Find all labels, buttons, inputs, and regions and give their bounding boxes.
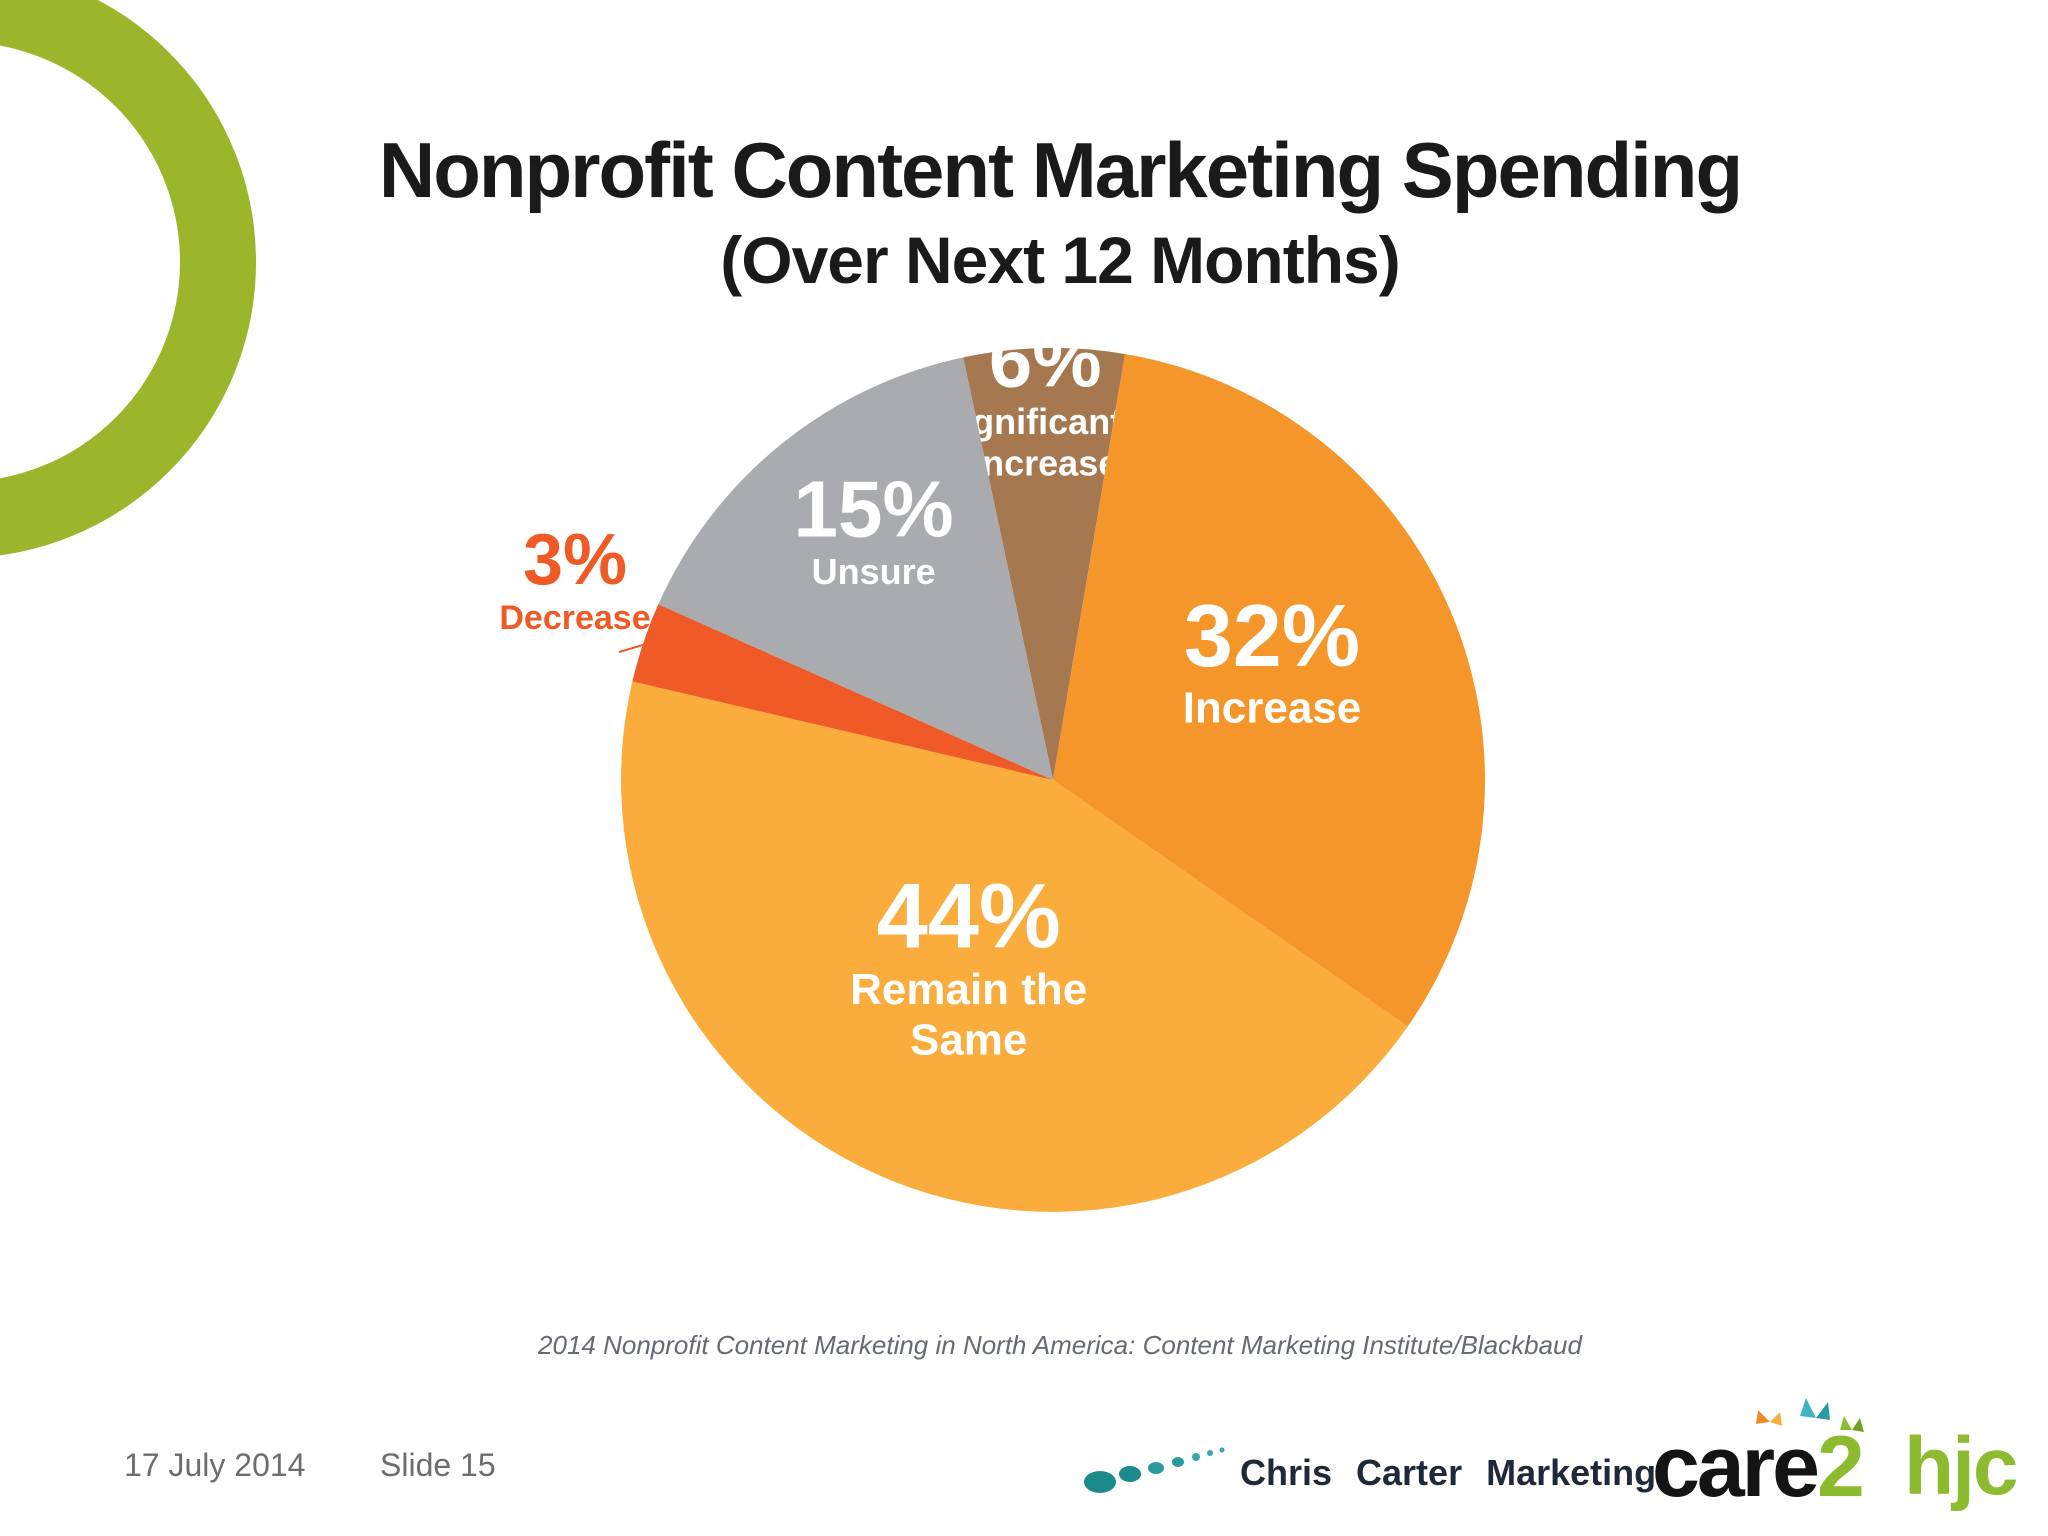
care2-logo-number: 2 (1816, 1419, 1865, 1515)
slide-number: Slide 15 (380, 1447, 496, 1483)
slice-percent-label: 6% (989, 316, 1102, 404)
slice-category-label: Increase (972, 442, 1118, 483)
slice-percent-label: 15% (794, 464, 954, 553)
care2-logo-word: care (1652, 1419, 1820, 1515)
chart-subtitle: (Over Next 12 Months) (720, 223, 1400, 297)
pie-slice-decrease (632, 604, 1053, 780)
slice-percent-label: 44% (877, 865, 1061, 967)
decrease-leader-line (618, 642, 648, 653)
slice-category-label: Same (910, 1016, 1027, 1065)
slice-category-label: Remain the (850, 965, 1087, 1014)
pie-slice-remain-the-same (621, 681, 1408, 1212)
slice-percent-label: 3% (523, 520, 627, 600)
pie-slice-unsure (658, 357, 1053, 780)
chris-carter-marketing-logo: Chris Carter Marketing (1240, 1452, 1657, 1493)
slice-category-label: Unsure (812, 551, 936, 592)
slice-category-label: Increase (1183, 684, 1362, 733)
slice-percent-label: 32% (1184, 586, 1360, 685)
ccm-dots-logo-icon (1084, 1447, 1225, 1493)
care2-butterflies-icon (1756, 1398, 1864, 1432)
hjc-logo: hjc (1904, 1421, 2018, 1512)
footer-date: 17 July 2014 (124, 1447, 306, 1483)
pie-slice-increase (1053, 354, 1485, 1027)
slice-category-label: Decrease (499, 599, 650, 637)
source-citation: 2014 Nonprofit Content Marketing in Nort… (538, 1330, 1582, 1360)
care2-logo: care2 (1652, 1418, 1865, 1517)
pie-slice-significantly-increase (963, 347, 1125, 780)
chart-title: Nonprofit Content Marketing Spending (378, 126, 1743, 214)
